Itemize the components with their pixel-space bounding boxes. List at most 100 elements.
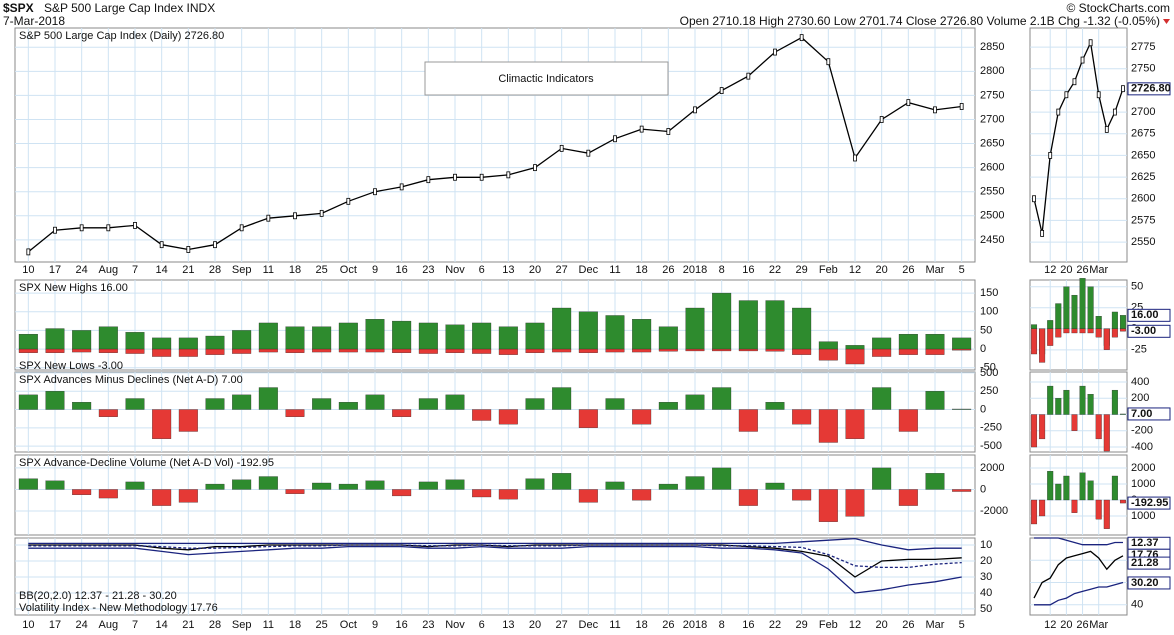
bar [338,348,358,353]
bar [445,324,465,350]
x-tick-label: 11 [609,264,620,276]
bar [498,326,518,350]
panel-frame [14,279,976,371]
bar [125,348,145,354]
index-name: S&P 500 Large Cap Index INDX [44,1,215,15]
x-tick-label: 21 [182,619,194,631]
bar [1063,328,1070,334]
x-tick-label: 6 [479,619,485,631]
bar [845,489,865,517]
bar [898,333,918,350]
x-tick-label: Aug [99,619,119,631]
bar [445,348,465,353]
bar [1079,385,1086,415]
x-tick-label: 25 [316,619,328,631]
bar [818,489,838,522]
price-mark [586,149,591,157]
bar [605,481,625,490]
y-tick-label: -2000 [980,505,1008,517]
bar [1039,499,1046,517]
bar [1079,472,1086,501]
price-mark [479,173,484,181]
price-mark [346,197,351,205]
bar [205,335,225,350]
y-tick-label: 10 [980,539,992,551]
x-tick-label: 12 [1044,619,1056,631]
x-tick-label: 17 [49,619,61,631]
value-badge-label: 7.00 [1131,408,1152,420]
x-tick-label: 20 [876,619,888,631]
bar [925,391,945,410]
x-tick-label: 14 [156,619,168,631]
bar [552,387,572,410]
bar [1111,389,1118,415]
panel-label: SPX Advances Minus Declines (Net A-D) 7.… [19,374,243,386]
bar [45,480,65,490]
price-mark [186,246,191,253]
bar [552,307,572,350]
x-tick-label: Nov [445,619,465,631]
bar [1111,475,1118,501]
y-tick-label: 2000 [980,462,1004,474]
value-badge [1127,324,1171,338]
x-tick-label: Feb [819,264,838,276]
bar [1063,475,1070,501]
y-tick-label: -25 [1131,344,1147,356]
bar [338,402,358,410]
bar [98,326,118,350]
bar [738,348,758,352]
bar [152,348,172,357]
price-mark [613,135,617,143]
bar [1071,499,1078,513]
bar [525,478,545,490]
bar [392,348,412,353]
price-mark [1040,229,1045,237]
value-badge-label: 16.00 [1131,309,1159,321]
bar [845,348,865,365]
bar [1055,398,1062,415]
x-tick-label: 13 [502,264,514,276]
bar [1095,328,1102,338]
bar [632,348,652,353]
bar [845,345,865,350]
quote: Open 2710.18 High 2730.60 Low 2701.74 Cl… [680,14,1160,28]
bar [1087,328,1094,334]
line-series [1034,537,1123,546]
x-tick-label: 20 [1060,619,1072,631]
y-tick-label: 2550 [980,186,1004,198]
bar [898,409,918,432]
value-badge-label: 2726.80 [1131,83,1171,95]
bar [285,348,305,353]
x-tick-label: 27 [556,619,568,631]
y-tick-label: 250 [980,385,998,397]
x-tick-label: 16 [742,264,754,276]
down-arrow [1163,19,1170,24]
bar [738,489,758,506]
bar [1111,311,1118,329]
date: 7-Mar-2018 [3,14,65,28]
x-tick-label: 5 [959,619,965,631]
bar [872,467,892,490]
bar [312,348,332,353]
bar [578,489,598,503]
bar [365,319,385,350]
bar [712,348,732,352]
bar [45,348,65,353]
y-tick-label: 2700 [1131,106,1155,118]
bar [605,348,625,353]
price-mark [1121,85,1125,93]
bar [1039,414,1046,440]
price-mark [1112,108,1117,116]
price-mark [1080,56,1085,64]
bar [205,483,225,490]
bar [1095,414,1102,440]
y-tick-label: -500 [980,440,1002,452]
y-tick-label: 0 [980,403,986,415]
price-mark [533,164,537,172]
bar [312,482,332,490]
bar [952,348,972,351]
x-tick-label: Sep [232,264,252,276]
bar [1087,394,1094,415]
value-badge [1127,82,1171,96]
price-mark [773,48,777,56]
